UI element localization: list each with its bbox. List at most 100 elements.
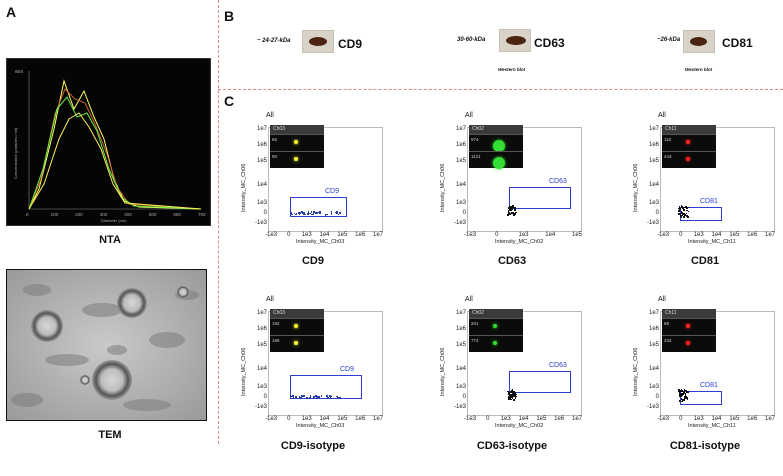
gate-label: CD63 [549, 362, 567, 369]
scatter-point [679, 399, 681, 402]
plot-x-tick: 0 [287, 232, 291, 238]
scatter-point [686, 397, 688, 399]
scatter-point [687, 390, 689, 393]
scatter-point [509, 212, 512, 215]
nta-curve-2 [28, 96, 202, 210]
scatter-point [510, 389, 513, 392]
scatter-point [678, 212, 680, 215]
inset-channel: Ch02 [469, 309, 523, 318]
gate-label: CD81 [700, 382, 718, 389]
scatter-point [316, 395, 319, 398]
inset-id: 974 [471, 137, 479, 142]
plot-y-tick: 1e3 [256, 384, 267, 390]
inset-channel: Ch11 [662, 125, 716, 134]
plot-x-tick: 1e6 [747, 232, 758, 238]
scatter-point [686, 209, 688, 212]
scatter-point [330, 211, 333, 213]
vertical-divider [218, 0, 219, 444]
scatter-point [508, 206, 511, 209]
scatter-point [680, 215, 682, 217]
scatter-point [314, 395, 316, 397]
scatter-point [326, 213, 328, 216]
plot-y-tick: -1e3 [646, 404, 659, 410]
plot-x-tick: 1e5 [571, 232, 582, 238]
scatter-point [511, 212, 514, 215]
scatter-point [324, 214, 326, 216]
scatter-point [320, 395, 323, 397]
wb-sub-cd81: Western blot [685, 67, 713, 72]
plot-x-tick: 0 [679, 232, 683, 238]
plot-all-label: All [465, 296, 473, 303]
inset-row: 974 [469, 134, 523, 152]
plot-caption: CD81-isotype [669, 440, 741, 452]
scatter-point [509, 209, 511, 211]
plot-x-tick: 1e5 [536, 416, 547, 422]
scatter-point [681, 212, 683, 215]
plot-x-tick: 1e3 [693, 232, 704, 238]
scatter-point [686, 398, 688, 401]
cell-image-inset: Ch02 201 774 [469, 309, 523, 352]
fluorescent-spot [686, 157, 690, 161]
inset-id: 110 [664, 137, 672, 142]
scatter-point [680, 389, 682, 392]
scatter-point [300, 211, 302, 214]
plot-all-label: All [465, 112, 473, 119]
scatter-point [290, 395, 292, 398]
plot-y-tick: 1e7 [256, 126, 267, 132]
plot-y-tick: 1e7 [648, 310, 659, 316]
scatter-point [297, 211, 300, 213]
scatter-point [685, 212, 688, 215]
scatter-point [681, 400, 684, 402]
scatter-point [514, 207, 517, 210]
plot-all-label: All [658, 112, 666, 119]
scatter-point [508, 392, 510, 394]
plot-y-tick: 1e4 [256, 182, 267, 188]
wb-sub-cd63: Western blot [498, 67, 526, 72]
scatter-point [509, 208, 511, 210]
inset-row: 90 [270, 151, 324, 168]
scatter-point [681, 392, 683, 395]
scatter-point [680, 205, 683, 207]
tem-image [6, 269, 207, 421]
scatter-point [681, 206, 683, 208]
inset-id: 69 [664, 321, 670, 326]
plot-caption: CD9 [301, 255, 324, 267]
nta-curve-0 [28, 79, 202, 210]
plot-y-axis-label: Intensity_MC_Ch06 [633, 163, 639, 212]
plot-x-tick: -1e3 [656, 232, 669, 238]
scatter-point [678, 213, 680, 216]
scatter-point [326, 395, 328, 398]
scatter-point [311, 213, 313, 216]
scatter-point [309, 397, 311, 399]
inset-row: 234 [662, 335, 716, 352]
tem-label: TEM [98, 429, 122, 441]
scatter-point [292, 395, 294, 397]
plot-y-tick: 1e5 [455, 158, 466, 164]
plot-all-label: All [266, 296, 274, 303]
scatter-point [331, 397, 334, 400]
scatter-point [685, 396, 687, 398]
plot-y-tick: 1e4 [648, 366, 659, 372]
nta-x-tick: 600 [173, 212, 181, 217]
horizontal-divider [218, 89, 783, 90]
panel-letter-c: C [224, 93, 235, 109]
scatter-point [313, 396, 315, 398]
plot-y-axis-label: Intensity_MC_Ch06 [633, 347, 639, 396]
scatter-point [512, 211, 514, 214]
nta-x-tick: 700 [198, 212, 206, 217]
scatter-point [514, 396, 517, 399]
plot-y-tick: 1e4 [648, 182, 659, 188]
scatter-point [514, 206, 516, 209]
inset-id: 443 [664, 154, 672, 159]
scatter-point [511, 394, 513, 396]
scatter-point [319, 211, 321, 213]
plot-x-tick: 1e4 [319, 416, 330, 422]
scatter-point [309, 395, 312, 397]
nta-x-tick: 500 [149, 212, 157, 217]
flow-plot-1: All 1e7 1e6 1e5 1e4 1e3 0 -1e3 -1e3 0 1e3 1e4 1e5 1e6… [238, 112, 383, 292]
scatter-point [304, 213, 306, 216]
plot-x-tick: 1e5 [729, 232, 740, 238]
wb-kda-cd9: ~ 24-27-kDa [257, 38, 291, 44]
nta-x-tick: 100 [51, 212, 59, 217]
scatter-point [301, 395, 303, 397]
